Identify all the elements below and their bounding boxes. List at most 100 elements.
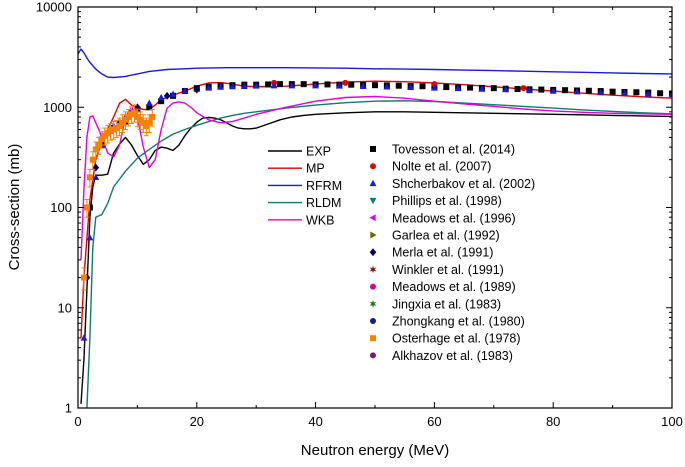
x-tick-label: 40 [308, 414, 322, 429]
legend-item-alkhazov-et-al-1983: Alkhazov et al. (1983) [370, 349, 513, 363]
data-point [217, 83, 225, 90]
legend-marker [369, 214, 376, 222]
legend-marker [369, 265, 377, 274]
data-point [597, 89, 605, 96]
data-point [573, 88, 581, 95]
y-tick-label: 1 [65, 401, 72, 416]
legend-label: RFRM [306, 179, 342, 193]
x-tick-label: 0 [74, 414, 81, 429]
plot-frame [77, 6, 673, 409]
legend-label: RLDM [306, 196, 341, 210]
legend-label: Meadows et al. (1989) [392, 280, 516, 294]
data-point [149, 113, 156, 120]
data-point [443, 84, 450, 91]
legend-label: WKB [306, 213, 334, 227]
legend-marker [370, 163, 376, 170]
x-tick-label: 80 [546, 414, 560, 429]
legend-item-rldm: RLDM [268, 196, 341, 210]
x-tick-label: 100 [661, 414, 683, 429]
legend-item-rfrm: RFRM [268, 179, 342, 193]
data-point-layer [80, 79, 672, 341]
legend-label: Alkhazov et al. (1983) [392, 349, 513, 363]
legend-marker [370, 146, 376, 152]
curve-rldm [86, 100, 672, 408]
x-tick-label: 60 [427, 414, 441, 429]
data-point [585, 87, 592, 94]
legend-label: EXP [306, 145, 331, 159]
legend-item-wkb: WKB [268, 213, 334, 227]
legend-marker [369, 248, 377, 257]
y-tick-label: 1000 [43, 100, 72, 115]
legend-item-meadows-et-al-1996: Meadows et al. (1996) [369, 211, 516, 225]
data-point [92, 173, 100, 181]
data-point [324, 81, 331, 88]
data-point [525, 86, 533, 94]
data-point [137, 116, 144, 123]
legend-marker [370, 318, 376, 324]
data-point [146, 119, 153, 126]
data-point [520, 85, 527, 92]
data-point [80, 274, 87, 281]
data-point [431, 81, 438, 88]
data-point [407, 83, 415, 91]
data-point [609, 88, 616, 95]
y-tick-label: 100 [50, 200, 72, 215]
legend-item-jingxia-et-al-1983: Jingxia et al. (1983) [369, 297, 501, 311]
data-point [83, 204, 90, 211]
legend-marker [369, 179, 377, 187]
legend-label: Garlea et al. (1992) [392, 229, 500, 243]
legend-label: Jingxia et al. (1983) [392, 297, 501, 311]
data-point [454, 84, 462, 92]
data-point [252, 82, 260, 89]
data-point [89, 156, 96, 163]
data-point [205, 84, 213, 91]
data-point [502, 85, 510, 93]
legend-label: Meadows et al. (1996) [392, 211, 516, 225]
legend-marker [370, 335, 376, 342]
data-point [668, 90, 672, 98]
legend-label: Winkler et al. (1991) [392, 263, 504, 277]
data-point [116, 123, 123, 130]
y-tick-label: 10 [58, 300, 72, 315]
legend-marker [369, 197, 377, 205]
legend-item-meadows-et-al-1989: Meadows et al. (1989) [370, 280, 516, 294]
legend-label: Nolte et al. (2007) [392, 160, 491, 174]
data-point [92, 146, 99, 153]
curve-wkb [80, 95, 672, 260]
data-point [86, 174, 93, 181]
data-point [538, 86, 545, 93]
curve-rfrm [78, 48, 672, 79]
legend-item-zhongkang-et-al-1980: Zhongkang et al. (1980) [370, 315, 525, 329]
data-point [143, 123, 150, 130]
legend-item-winkler-et-al-1991: Winkler et al. (1991) [369, 263, 504, 277]
legend-marker [370, 283, 376, 290]
data-point [383, 83, 391, 90]
data-point [193, 85, 201, 94]
data-point [549, 87, 557, 94]
x-tick-label: 20 [190, 414, 204, 429]
legend-label: Shcherbakov et al. (2002) [392, 177, 535, 191]
data-point [300, 81, 307, 88]
legend-item-osterhage-et-al-1978: Osterhage et al. (1978) [370, 332, 521, 346]
data-point [92, 163, 100, 172]
y-tick-label: 10000 [36, 0, 72, 15]
data-point [657, 90, 664, 97]
legend-item-mp: MP [268, 162, 325, 176]
data-point [163, 91, 171, 100]
data-point [145, 99, 153, 106]
data-point [669, 90, 672, 97]
data-point [98, 136, 105, 143]
x-axis-title: Neutron energy (MeV) [301, 442, 449, 459]
series-osterhage-et-al-1978 [80, 104, 156, 291]
data-point [342, 79, 349, 86]
data-point [514, 86, 521, 93]
data-point [395, 82, 402, 89]
curve-mp [80, 80, 672, 338]
legend-label: Tovesson et al. (2014) [392, 143, 515, 157]
data-point [562, 87, 569, 94]
data-point [158, 98, 165, 105]
data-point [490, 85, 497, 92]
legend: EXP MP RFRM RLDM WKB Tovesson et al. (2014) No… [268, 143, 535, 363]
